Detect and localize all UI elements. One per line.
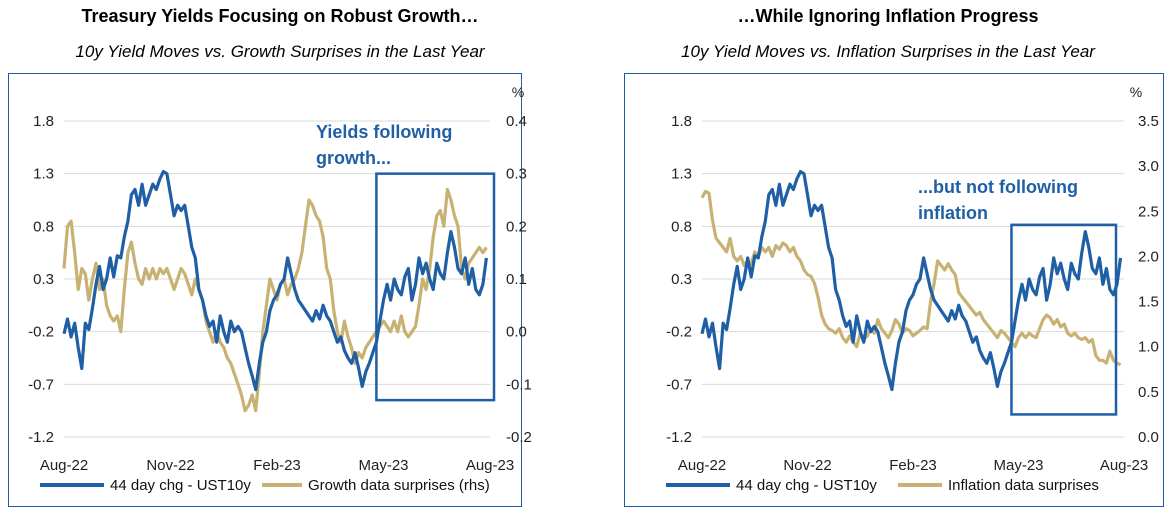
- growth-chart: -1.2 -0.7 -0.2 0.3 0.8 1.3 1.8 -0.2 -0.1 0.0 0.1 0.…: [28, 84, 532, 494]
- series-line-ust10y: [700, 170, 1123, 392]
- annotation-text: Yields following: [316, 122, 452, 142]
- y-tick-label: -0.2: [28, 324, 54, 341]
- y2-tick-label: 0.4: [506, 113, 527, 130]
- x-tick-label: May-23: [993, 457, 1043, 474]
- y2-tick-label: -0.2: [506, 429, 532, 446]
- y-tick-label: -0.2: [666, 324, 692, 341]
- chart-title: …While Ignoring Inflation Progress: [737, 6, 1039, 26]
- y2-unit-label: %: [1130, 84, 1142, 100]
- legend-label: 44 day chg - UST10y: [736, 477, 877, 494]
- y-tick-label: 1.8: [671, 113, 692, 130]
- series-line-ust10y: [62, 170, 488, 392]
- chart-panel-growth: Treasury Yields Focusing on Robust Growt…: [0, 0, 560, 517]
- legend-label: Growth data surprises (rhs): [308, 477, 490, 494]
- chart-frame: [624, 73, 1164, 507]
- y2-tick-label: 0.3: [506, 166, 527, 183]
- inflation-chart: -1.2 -0.7 -0.2 0.3 0.8 1.3 1.8 0.0 0.5 1.0 1.5 2.0 2…: [666, 84, 1159, 494]
- y2-tick-label: 1.5: [1138, 294, 1159, 311]
- x-tick-label: Feb-23: [889, 457, 937, 474]
- y-tick-label: 0.3: [33, 271, 54, 288]
- x-tick-label: Nov-22: [146, 457, 194, 474]
- chart-title: Treasury Yields Focusing on Robust Growt…: [81, 6, 479, 26]
- y-tick-label: 0.8: [33, 218, 54, 235]
- y-tick-label: 1.8: [33, 113, 54, 130]
- y2-tick-label: 0.2: [506, 218, 527, 235]
- y-tick-label: 0.3: [671, 271, 692, 288]
- y2-tick-label: 3.0: [1138, 158, 1159, 175]
- y2-unit-label: %: [512, 84, 524, 100]
- y2-tick-label: 0.5: [1138, 384, 1159, 401]
- highlight-box: [375, 172, 496, 402]
- y2-tick-label: 0.0: [506, 324, 527, 341]
- x-tick-label: Aug-23: [466, 457, 514, 474]
- y2-tick-label: 2.0: [1138, 248, 1159, 265]
- x-tick-label: Feb-23: [253, 457, 301, 474]
- y-tick-label: 1.3: [33, 166, 54, 183]
- x-tick-label: Aug-22: [678, 457, 726, 474]
- y-tick-label: -1.2: [28, 429, 54, 446]
- x-tick-label: Aug-23: [1100, 457, 1148, 474]
- y-tick-label: 0.8: [671, 218, 692, 235]
- annotation-text: growth...: [316, 148, 391, 168]
- y2-tick-label: 0.1: [506, 271, 527, 288]
- annotation-text: inflation: [918, 203, 988, 223]
- x-tick-label: May-23: [358, 457, 408, 474]
- y-tick-label: -0.7: [666, 376, 692, 393]
- chart-subtitle: 10y Yield Moves vs. Growth Surprises in …: [75, 42, 485, 61]
- y2-tick-label: 2.5: [1138, 203, 1159, 220]
- y2-tick-label: -0.1: [506, 376, 532, 393]
- legend-label: 44 day chg - UST10y: [110, 477, 251, 494]
- y-tick-label: 1.3: [671, 166, 692, 183]
- legend-label: Inflation data surprises: [948, 477, 1099, 494]
- y2-tick-label: 0.0: [1138, 429, 1159, 446]
- chart-subtitle: 10y Yield Moves vs. Inflation Surprises …: [681, 42, 1095, 61]
- chart-frame: [8, 73, 522, 507]
- series-line-surprises: [700, 189, 1122, 367]
- chart-panel-inflation: …While Ignoring Inflation Progress 10y Y…: [608, 0, 1168, 517]
- highlight-box: [1010, 223, 1118, 416]
- x-tick-label: Nov-22: [783, 457, 831, 474]
- y-tick-label: -0.7: [28, 376, 54, 393]
- y2-tick-label: 3.5: [1138, 113, 1159, 130]
- annotation-text: ...but not following: [918, 177, 1078, 197]
- x-tick-label: Aug-22: [40, 457, 88, 474]
- y-tick-label: -1.2: [666, 429, 692, 446]
- y2-tick-label: 1.0: [1138, 339, 1159, 356]
